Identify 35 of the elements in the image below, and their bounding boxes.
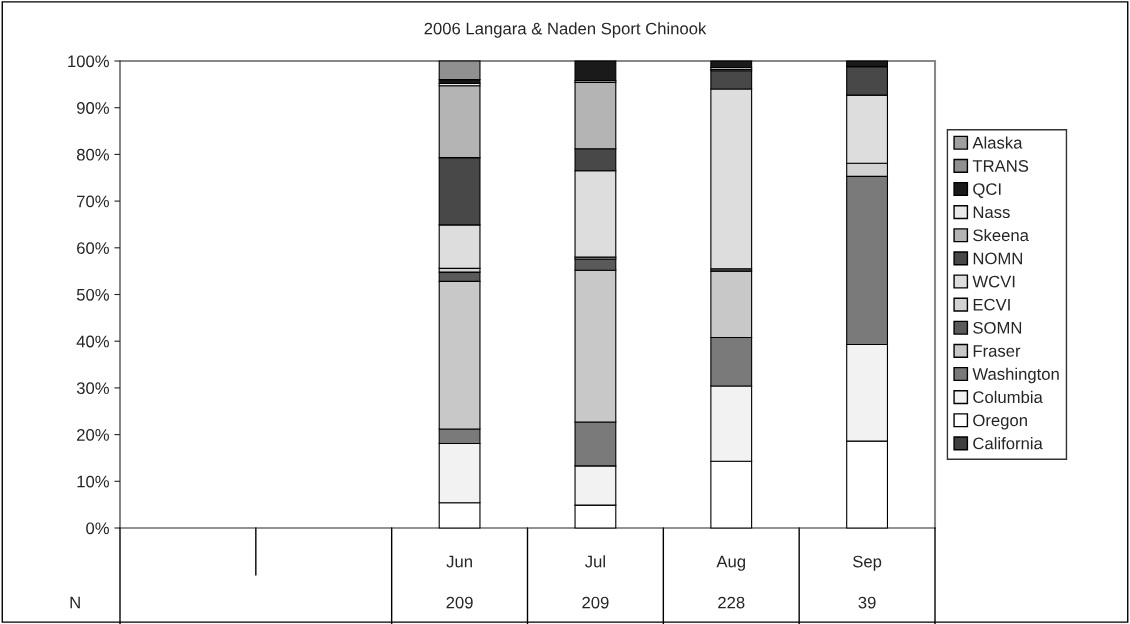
y-tick-label: 100% [68, 55, 109, 68]
legend-label: Washington [972, 367, 1059, 384]
x-tick-label: Jun [446, 555, 472, 568]
text: 209 [446, 596, 473, 609]
text: N [70, 596, 80, 609]
legend-label: Columbia [973, 390, 1043, 404]
legend-label: Nass [973, 206, 1010, 219]
y-tick-label: 90% [77, 102, 109, 114]
y-tick-label: 30% [76, 382, 109, 395]
legend-label: Alaska [972, 136, 1023, 149]
y-tick-label: 10% [77, 475, 109, 488]
legend-label: QCI [973, 183, 1001, 198]
legend-label: Oregon [973, 414, 1027, 430]
legend-label: Skeena [973, 228, 1029, 242]
x-tick-label: Jul [585, 555, 605, 568]
legend-label: SOMN [973, 321, 1022, 334]
y-tick-label: 50% [76, 288, 109, 301]
y-tick-label: 40% [76, 335, 109, 348]
legend-label: NOMN [973, 252, 1022, 265]
text: 228 [718, 596, 745, 609]
y-tick-label: 70% [77, 195, 109, 208]
y-tick-label: 20% [77, 429, 109, 441]
legend-label: California [973, 437, 1043, 450]
text: 39 [858, 596, 876, 609]
legend-label: WCVI [972, 275, 1015, 288]
legend-label: TRANS [972, 160, 1029, 172]
x-tick-label: Sep [853, 555, 882, 571]
chart-title: 2006 Langara & Naden Sport Chinook [424, 22, 707, 38]
legend-label: Fraser [973, 345, 1021, 357]
legend-label: ECVI [973, 298, 1010, 311]
text: 209 [582, 596, 609, 609]
y-tick-label: 60% [77, 242, 109, 254]
x-tick-label: Aug [716, 555, 745, 571]
y-tick-label: 0% [86, 522, 109, 535]
y-tick-label: 80% [76, 148, 109, 161]
